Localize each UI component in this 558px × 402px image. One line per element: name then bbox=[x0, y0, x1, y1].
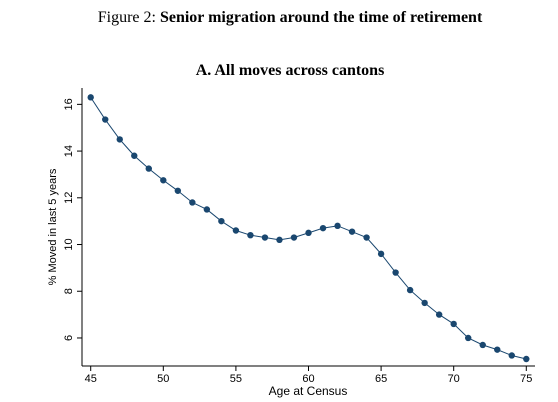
figure-label: Figure 2: bbox=[98, 9, 156, 26]
data-point bbox=[319, 224, 327, 232]
data-point bbox=[160, 177, 167, 184]
data-point bbox=[290, 234, 298, 241]
data-point bbox=[421, 299, 428, 307]
data-point bbox=[406, 286, 414, 294]
data-point bbox=[247, 231, 254, 239]
x-tick-label: 70 bbox=[448, 373, 460, 385]
data-point bbox=[189, 199, 196, 206]
data-point bbox=[377, 250, 385, 258]
data-point bbox=[232, 227, 240, 234]
data-point bbox=[218, 217, 225, 225]
data-point bbox=[523, 355, 530, 363]
data-point bbox=[465, 334, 472, 342]
y-axis-label: % Moved in last 5 years bbox=[47, 168, 59, 285]
data-point bbox=[392, 269, 399, 276]
x-tick-label: 50 bbox=[157, 373, 169, 385]
data-point bbox=[305, 229, 312, 237]
data-point bbox=[87, 94, 94, 101]
data-point bbox=[145, 165, 152, 172]
y-tick-label: 8 bbox=[63, 288, 75, 294]
data-point bbox=[334, 222, 341, 230]
data-point bbox=[450, 320, 457, 328]
x-tick-label: 60 bbox=[302, 373, 314, 385]
x-tick-label: 65 bbox=[375, 373, 387, 385]
y-tick-label: 16 bbox=[63, 98, 75, 110]
data-point bbox=[116, 136, 123, 143]
data-point bbox=[174, 187, 182, 194]
chart-title: Figure 2: Senior migration around the ti… bbox=[98, 9, 483, 26]
x-tick-label: 45 bbox=[85, 373, 97, 385]
x-tick-label: 75 bbox=[520, 373, 532, 385]
data-point bbox=[435, 311, 443, 318]
x-tick-label: 55 bbox=[230, 373, 242, 385]
y-tick-label: 10 bbox=[63, 238, 75, 250]
data-point bbox=[276, 236, 283, 244]
chart-subtitle: A. All moves across cantons bbox=[196, 62, 385, 79]
data-point bbox=[131, 152, 138, 159]
y-tick-label: 6 bbox=[63, 335, 75, 341]
data-point bbox=[508, 352, 515, 359]
data-point bbox=[348, 228, 356, 235]
title-text: Senior migration around the time of reti… bbox=[160, 9, 483, 26]
data-line bbox=[90, 97, 527, 360]
x-axis-label: Age at Census bbox=[269, 384, 348, 398]
data-point bbox=[494, 346, 501, 353]
y-tick-label: 14 bbox=[63, 145, 75, 157]
data-point bbox=[261, 234, 269, 241]
y-tick-label: 12 bbox=[63, 192, 75, 204]
data-point bbox=[479, 341, 486, 349]
data-point bbox=[203, 206, 211, 213]
data-point bbox=[102, 116, 109, 123]
data-point bbox=[363, 234, 370, 241]
